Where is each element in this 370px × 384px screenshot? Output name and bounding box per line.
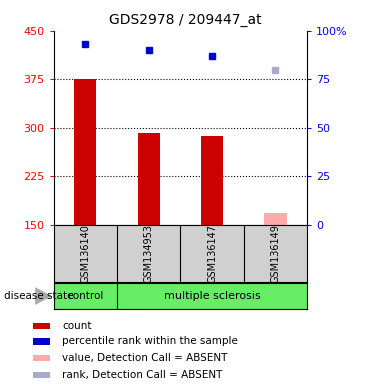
Text: GSM136149: GSM136149 <box>270 224 280 283</box>
Text: value, Detection Call = ABSENT: value, Detection Call = ABSENT <box>62 353 227 363</box>
Bar <box>74 79 97 225</box>
Bar <box>201 136 223 225</box>
Text: percentile rank within the sample: percentile rank within the sample <box>62 336 238 346</box>
Text: GSM136147: GSM136147 <box>207 224 217 283</box>
Text: GSM134953: GSM134953 <box>144 224 154 283</box>
Bar <box>138 133 160 225</box>
Text: GDS2978 / 209447_at: GDS2978 / 209447_at <box>109 13 261 27</box>
Text: count: count <box>62 321 91 331</box>
Text: rank, Detection Call = ABSENT: rank, Detection Call = ABSENT <box>62 370 222 380</box>
Bar <box>33 354 50 361</box>
Polygon shape <box>35 287 52 305</box>
Text: control: control <box>67 291 104 301</box>
Text: multiple sclerosis: multiple sclerosis <box>164 291 260 301</box>
Bar <box>33 372 50 378</box>
Text: disease state: disease state <box>4 291 73 301</box>
Bar <box>264 213 286 225</box>
Bar <box>33 338 50 344</box>
Bar <box>33 323 50 329</box>
Text: GSM136140: GSM136140 <box>80 224 90 283</box>
